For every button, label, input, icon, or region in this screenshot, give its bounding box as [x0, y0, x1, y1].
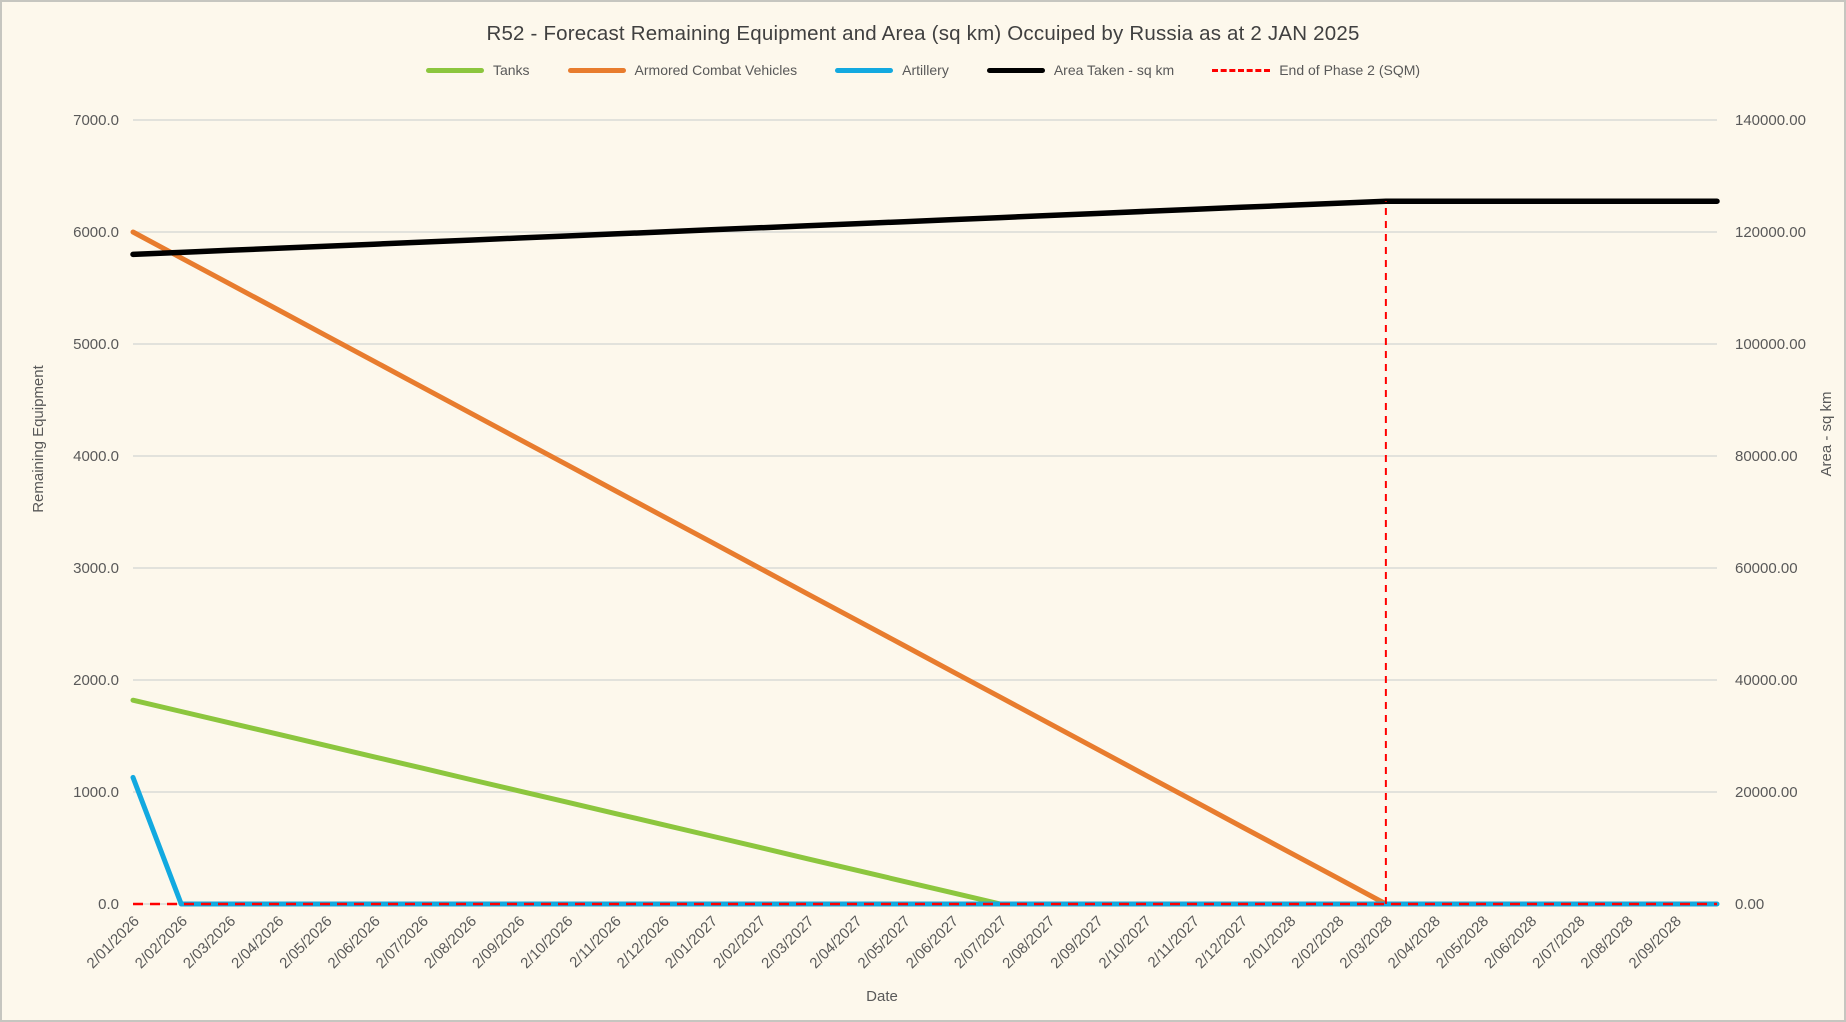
y-axis-left-tick: 2000.0: [73, 672, 119, 689]
series-area-taken-sq-km-line: [130, 198, 1720, 258]
y-axis-left-tick: 4000.0: [73, 448, 119, 465]
legend-swatch-icon: [986, 67, 1045, 73]
y-axis-left-tick: 0.0: [98, 896, 119, 913]
legend-label: Area Taken - sq km: [1053, 62, 1175, 78]
y-axis-right-tick: 60000.00: [1735, 560, 1798, 577]
legend-label: End of Phase 2 (SQM): [1279, 62, 1421, 78]
y-axis-left-tick: 1000.0: [73, 784, 119, 801]
y-axis-right-tick: 80000.00: [1735, 448, 1798, 465]
legend: Tanks Armored Combat Vehicles Artillery Are…: [2, 62, 1844, 78]
y-axis-left-tick: 7000.0: [73, 112, 119, 129]
y-axis-right-title: Area - sq km: [1818, 391, 1835, 476]
y-axis-right-tick: 20000.00: [1735, 784, 1798, 801]
legend-label: Tanks: [492, 62, 530, 78]
chart-title: R52 - Forecast Remaining Equipment and A…: [486, 22, 1360, 45]
legend-item-3: Area Taken - sq km: [986, 62, 1175, 78]
legend-swatch-icon: [835, 67, 894, 73]
y-axis-right-tick: 140000.00: [1735, 112, 1806, 129]
legend-label: Artillery: [902, 62, 949, 78]
y-axis-right-tick: 100000.00: [1735, 336, 1806, 353]
y-axis-left-tick: 5000.0: [73, 336, 119, 353]
series-tanks-line: [130, 697, 1678, 907]
y-axis-left-tick: 6000.0: [73, 224, 119, 241]
x-axis-tick: 2/10/2026: [517, 913, 576, 972]
x-axis-tick: 2/09/2028: [1626, 913, 1685, 972]
y-axis-right-tick: 40000.00: [1735, 672, 1798, 689]
legend-swatch-icon: [1212, 68, 1271, 72]
legend-item-4: End of Phase 2 (SQM): [1212, 62, 1420, 78]
y-axis-right-tick: 120000.00: [1735, 224, 1806, 241]
legend-label: Armored Combat Vehicles: [634, 62, 798, 78]
legend-swatch-icon: [425, 67, 484, 73]
x-axis-tick: 2/10/2027: [1096, 913, 1155, 972]
legend-swatch-icon: [567, 67, 626, 73]
y-axis-left-title: Remaining Equipment: [30, 364, 47, 512]
legend-item-2: Artillery: [835, 62, 949, 78]
x-axis-title: Date: [866, 988, 898, 1005]
y-axis-left-tick: 3000.0: [73, 560, 119, 577]
legend-item-1: Armored Combat Vehicles: [567, 62, 798, 78]
y-axis-right-tick: 0.00: [1735, 896, 1764, 913]
legend-item-0: Tanks: [425, 62, 530, 78]
